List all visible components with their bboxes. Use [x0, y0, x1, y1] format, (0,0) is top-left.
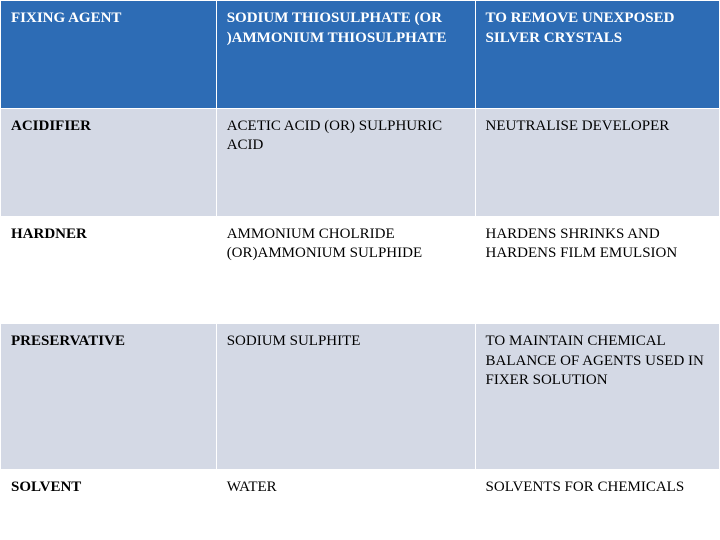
- cell-purpose: SOLVENTS FOR CHEMICALS: [475, 469, 719, 539]
- table-row: HARDNER AMMONIUM CHOLRIDE (OR)AMMONIUM S…: [1, 216, 720, 324]
- cell-chemical: AMMONIUM CHOLRIDE (OR)AMMONIUM SULPHIDE: [216, 216, 475, 324]
- cell-agent: FIXING AGENT: [1, 1, 217, 109]
- cell-chemical: SODIUM SULPHITE: [216, 324, 475, 469]
- cell-purpose: TO REMOVE UNEXPOSED SILVER CRYSTALS: [475, 1, 719, 109]
- cell-agent: ACIDIFIER: [1, 108, 217, 216]
- table-row: PRESERVATIVE SODIUM SULPHITE TO MAINTAIN…: [1, 324, 720, 469]
- cell-chemical: SODIUM THIOSULPHATE (OR )AMMONIUM THIOSU…: [216, 1, 475, 109]
- cell-purpose: HARDENS SHRINKS AND HARDENS FILM EMULSIO…: [475, 216, 719, 324]
- cell-chemical: ACETIC ACID (OR) SULPHURIC ACID: [216, 108, 475, 216]
- cell-purpose: TO MAINTAIN CHEMICAL BALANCE OF AGENTS U…: [475, 324, 719, 469]
- cell-purpose: NEUTRALISE DEVELOPER: [475, 108, 719, 216]
- table-row: ACIDIFIER ACETIC ACID (OR) SULPHURIC ACI…: [1, 108, 720, 216]
- table-row: SOLVENT WATER SOLVENTS FOR CHEMICALS: [1, 469, 720, 539]
- cell-agent: HARDNER: [1, 216, 217, 324]
- cell-agent: PRESERVATIVE: [1, 324, 217, 469]
- table-row: FIXING AGENT SODIUM THIOSULPHATE (OR )AM…: [1, 1, 720, 109]
- fixer-components-table: FIXING AGENT SODIUM THIOSULPHATE (OR )AM…: [0, 0, 720, 540]
- cell-chemical: WATER: [216, 469, 475, 539]
- cell-agent: SOLVENT: [1, 469, 217, 539]
